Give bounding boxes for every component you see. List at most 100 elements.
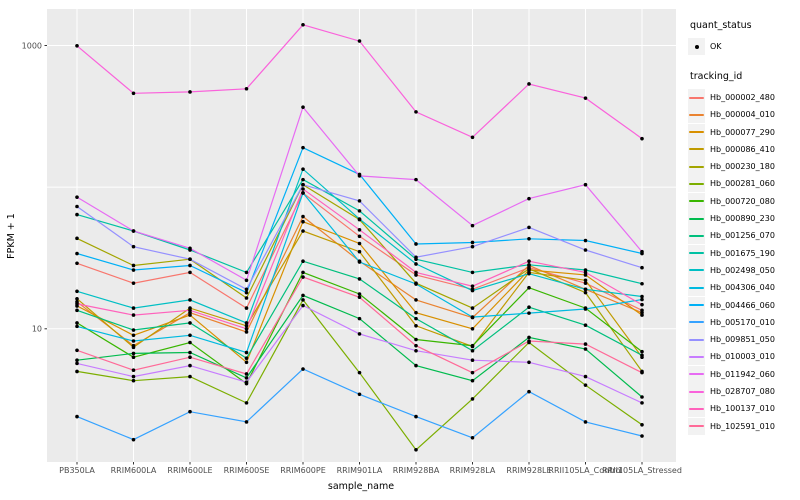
data-point <box>527 196 531 201</box>
data-point <box>527 259 531 264</box>
line-key-icon <box>688 331 705 349</box>
data-point <box>583 374 588 379</box>
data-point <box>244 356 249 361</box>
data-point <box>357 199 362 203</box>
data-point <box>583 307 588 311</box>
plot-svg: PB350LA RRIM600LA RRIM600LE RRIM600SE RRIM60… <box>6 9 682 492</box>
data-point <box>357 392 362 397</box>
data-point <box>301 275 305 279</box>
series-color-line-icon <box>689 182 704 185</box>
line-key-icon <box>688 210 705 228</box>
data-point <box>414 110 418 114</box>
data-point <box>583 270 588 275</box>
line-key-icon <box>688 192 705 210</box>
data-point <box>470 378 475 383</box>
data-point <box>470 223 475 228</box>
data-point <box>527 360 531 365</box>
y-tick-label: 10 <box>32 325 42 334</box>
data-point <box>301 229 305 233</box>
data-point <box>357 249 362 254</box>
data-point <box>640 265 644 270</box>
data-point <box>527 305 531 310</box>
data-point <box>301 367 305 371</box>
data-point <box>301 298 305 302</box>
series-color-line-icon <box>689 96 704 99</box>
data-point <box>188 90 192 94</box>
x-axis-title: sample_name <box>328 481 394 492</box>
line-key-icon <box>688 417 705 435</box>
legend-entry-label: Hb_011942_060 <box>710 369 775 379</box>
data-point <box>583 290 588 295</box>
data-point <box>244 306 249 310</box>
series-color-line-icon <box>689 148 704 151</box>
series-color-line-icon <box>689 269 704 272</box>
data-point <box>188 363 192 368</box>
data-point <box>357 39 362 43</box>
data-point <box>188 340 192 345</box>
data-point <box>188 374 192 379</box>
legend-entry-label: Hb_000002_480 <box>710 93 775 102</box>
data-point <box>301 303 305 308</box>
data-point <box>75 361 79 366</box>
data-point <box>583 287 588 292</box>
plot-panel: PB350LA RRIM600LA RRIM600LE RRIM600SE RRIM60… <box>22 9 682 475</box>
legend-entry: Hb_009851_050 <box>688 331 800 349</box>
legend-entry: Hb_000281_060 <box>688 175 800 193</box>
legend-entry: Hb_000890_230 <box>688 210 800 228</box>
data-point <box>414 255 418 260</box>
data-point <box>414 298 418 302</box>
x-tick-label: PB350LA <box>59 466 95 475</box>
data-point <box>75 414 79 419</box>
data-point <box>131 313 136 317</box>
data-point <box>188 298 192 302</box>
series-color-line-icon <box>689 338 704 341</box>
legend-entry: Hb_028707_080 <box>688 383 800 401</box>
legend-entry-label: Hb_000281_060 <box>710 179 775 189</box>
data-point <box>527 82 531 86</box>
legend-entry: Hb_102591_010 <box>688 417 800 435</box>
data-point <box>131 351 136 356</box>
series-color-line-icon <box>689 234 704 237</box>
data-point <box>583 96 588 100</box>
series-color-line-icon <box>689 407 704 410</box>
data-point <box>357 241 362 246</box>
data-point <box>414 273 418 277</box>
data-point <box>131 281 136 285</box>
data-point <box>75 261 79 266</box>
legend-entry-label: Hb_102591_010 <box>710 421 775 431</box>
data-point <box>414 337 418 342</box>
data-point <box>357 260 362 264</box>
line-key-icon <box>688 123 705 141</box>
data-point <box>357 209 362 213</box>
data-point <box>527 311 531 315</box>
x-tick-label: RRIM901LA <box>337 466 383 475</box>
line-key-icon <box>688 279 705 297</box>
data-point <box>640 249 644 254</box>
data-point <box>188 409 192 414</box>
line-key-icon <box>688 348 705 366</box>
series-color-line-icon <box>689 304 704 307</box>
legend-entry: Hb_005170_010 <box>688 313 800 331</box>
line-key-icon <box>688 244 705 262</box>
data-point <box>244 321 249 325</box>
data-point <box>75 251 79 256</box>
data-point <box>357 295 362 300</box>
legend: quant_status OK tracking_id Hb_000002_48… <box>688 0 800 500</box>
data-point <box>470 240 475 245</box>
data-point <box>244 372 249 376</box>
data-point <box>244 330 249 334</box>
line-key-icon <box>688 313 705 331</box>
data-point <box>527 236 531 241</box>
data-point <box>188 333 192 338</box>
series-color-line-icon <box>689 390 704 393</box>
data-point <box>131 345 136 350</box>
data-point <box>414 447 418 452</box>
data-point <box>583 281 588 285</box>
legend-entry-label: Hb_000230_180 <box>710 162 775 172</box>
legend-entry-label: Hb_002498_050 <box>710 265 775 275</box>
line-key-icon <box>688 296 705 314</box>
data-point <box>301 293 305 298</box>
data-point <box>131 263 136 268</box>
x-tick-label: RRII105LA_Stressed <box>602 466 682 475</box>
line-key-icon <box>688 400 705 418</box>
